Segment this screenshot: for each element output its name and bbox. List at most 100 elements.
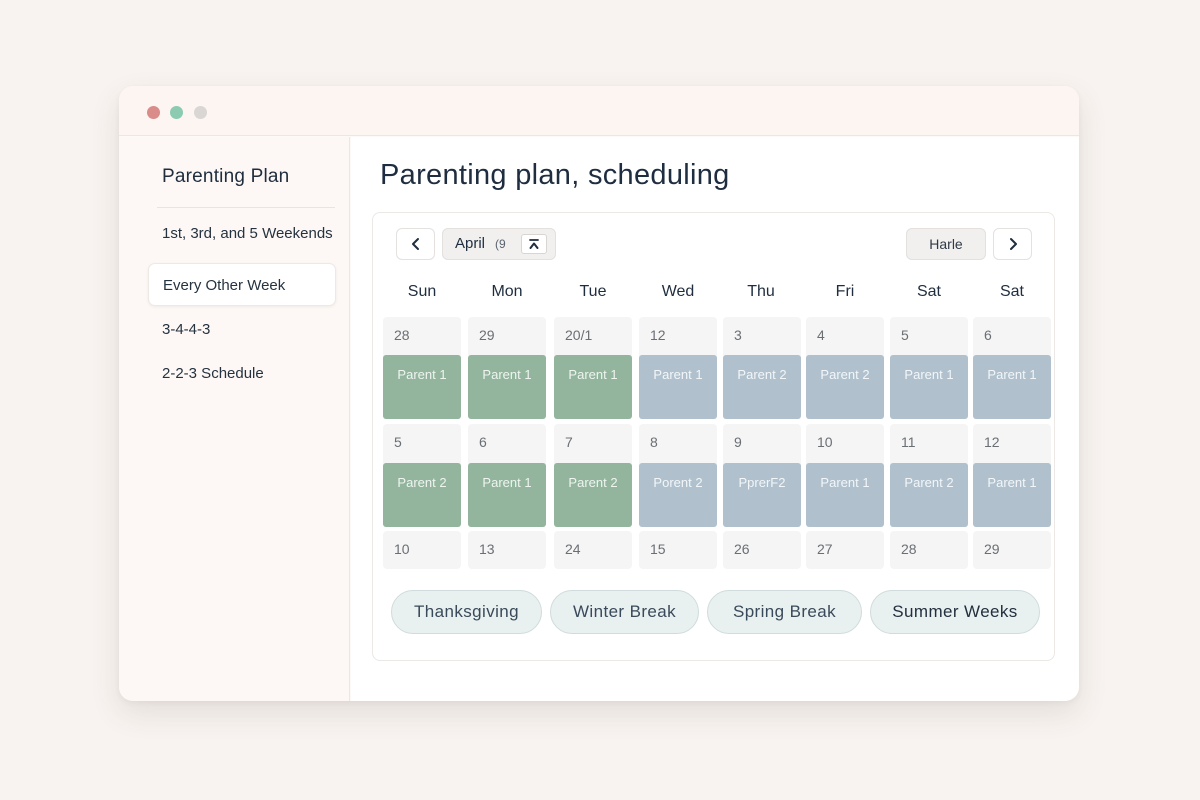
holiday-chip-thanksgiving[interactable]: Thanksgiving: [391, 590, 542, 634]
weekday-header: Mon: [491, 283, 523, 300]
sidebar: Parenting Plan 1st, 3rd, and 5 Weekends …: [119, 137, 350, 701]
day-cell[interactable]: 3 Parent 2: [723, 317, 801, 419]
day-number: 13: [479, 541, 495, 557]
prev-month-button[interactable]: [396, 228, 435, 260]
day-number: 28: [394, 327, 410, 343]
weekday-header: Tue: [579, 283, 607, 300]
today-button[interactable]: Harle: [906, 228, 986, 260]
day-cell[interactable]: 6 Parent 1: [973, 317, 1051, 419]
day-number: 29: [479, 327, 495, 343]
day-number: 29: [984, 541, 1000, 557]
custody-assignment[interactable]: Parent 1: [468, 355, 546, 419]
day-number: 7: [565, 434, 573, 450]
calendar-card: April (9 Harle Sun Mon Tue Wed Thu Fri S…: [372, 212, 1055, 661]
weekday-header: Wed: [661, 283, 695, 300]
day-number: 4: [817, 327, 825, 343]
chevron-up-double-icon: [529, 239, 539, 249]
day-cell[interactable]: 6 Parent 1: [468, 424, 546, 527]
sidebar-item-alternate-weekends[interactable]: 1st, 3rd, and 5 Weekends: [162, 225, 333, 242]
day-cell[interactable]: 12 Parent 1: [639, 317, 717, 419]
window-maximize-button[interactable]: [170, 106, 183, 119]
custody-assignment[interactable]: Parent 2: [383, 463, 461, 527]
app-window: Parenting Plan 1st, 3rd, and 5 Weekends …: [119, 86, 1079, 701]
day-cell[interactable]: 26: [723, 531, 801, 569]
day-cell[interactable]: 20/1 Parent 1: [554, 317, 632, 419]
window-minimize-button[interactable]: [194, 106, 207, 119]
day-cell[interactable]: 9 PprerF2: [723, 424, 801, 527]
day-cell[interactable]: 12 Parent 1: [973, 424, 1051, 527]
day-cell[interactable]: 5 Parent 2: [383, 424, 461, 527]
day-cell[interactable]: 5 Parent 1: [890, 317, 968, 419]
day-number: 6: [984, 327, 992, 343]
custody-assignment[interactable]: Parent 1: [468, 463, 546, 527]
day-number: 24: [565, 541, 581, 557]
weekday-header: Fri: [835, 283, 855, 300]
day-cell[interactable]: 28 Parent 1: [383, 317, 461, 419]
custody-assignment[interactable]: Parent 1: [973, 463, 1051, 527]
custody-assignment[interactable]: Parent 2: [806, 355, 884, 419]
day-number: 20/1: [565, 327, 593, 343]
month-toggle-button[interactable]: [521, 234, 547, 254]
day-cell[interactable]: 4 Parent 2: [806, 317, 884, 419]
day-number: 8: [650, 434, 658, 450]
day-cell[interactable]: 11 Parent 2: [890, 424, 968, 527]
day-cell[interactable]: 10 Parent 1: [806, 424, 884, 527]
day-cell[interactable]: 29: [973, 531, 1051, 569]
custody-assignment[interactable]: Parent 1: [383, 355, 461, 419]
custody-assignment[interactable]: Parent 1: [890, 355, 968, 419]
sidebar-item-every-other-week[interactable]: Every Other Week: [148, 263, 336, 306]
day-cell[interactable]: 28: [890, 531, 968, 569]
month-label: April: [455, 235, 486, 252]
chevron-left-icon: [411, 238, 419, 250]
title-bar: [119, 86, 1079, 136]
day-cell[interactable]: 29 Parent 1: [468, 317, 546, 419]
custody-assignment[interactable]: Parent 2: [723, 355, 801, 419]
day-cell[interactable]: 15: [639, 531, 717, 569]
day-cell[interactable]: 7 Parent 2: [554, 424, 632, 527]
day-number: 11: [901, 434, 916, 450]
holiday-chip-winter-break[interactable]: Winter Break: [550, 590, 699, 634]
weekday-header: Sat: [916, 283, 941, 300]
custody-assignment[interactable]: Parent 1: [806, 463, 884, 527]
day-number: 28: [901, 541, 917, 557]
holiday-chip-summer-weeks[interactable]: Summer Weeks: [870, 590, 1040, 634]
window-close-button[interactable]: [147, 106, 160, 119]
holiday-chip-spring-break[interactable]: Spring Break: [707, 590, 862, 634]
day-number: 10: [817, 434, 833, 450]
custody-assignment[interactable]: PprerF2: [723, 463, 801, 527]
day-cell[interactable]: 27: [806, 531, 884, 569]
custody-assignment[interactable]: Parent 1: [554, 355, 632, 419]
custody-assignment[interactable]: Parent 1: [973, 355, 1051, 419]
day-number: 27: [817, 541, 833, 557]
day-number: 10: [394, 541, 410, 557]
next-month-button[interactable]: [993, 228, 1032, 260]
day-cell[interactable]: 8 Porent 2: [639, 424, 717, 527]
custody-assignment[interactable]: Porent 2: [639, 463, 717, 527]
day-number: 26: [734, 541, 750, 557]
day-number: 3: [734, 327, 742, 343]
weekday-header: Sat: [999, 283, 1024, 300]
day-cell[interactable]: 10: [383, 531, 461, 569]
main-content: Parenting plan, scheduling April (9 Harl…: [351, 137, 1079, 701]
day-number: 12: [650, 327, 666, 343]
custody-assignment[interactable]: Parent 2: [554, 463, 632, 527]
weekday-header: Thu: [747, 283, 775, 300]
day-number: 12: [984, 434, 1000, 450]
day-number: 15: [650, 541, 666, 557]
day-number: 5: [901, 327, 909, 343]
day-cell[interactable]: 24: [554, 531, 632, 569]
day-number: 6: [479, 434, 487, 450]
custody-assignment[interactable]: Parent 2: [890, 463, 968, 527]
chevron-right-icon: [1009, 238, 1017, 250]
day-number: 5: [394, 434, 402, 450]
sidebar-title: Parenting Plan: [162, 166, 290, 187]
sidebar-divider: [157, 207, 335, 208]
month-selector[interactable]: April (9: [442, 228, 556, 260]
day-number: 9: [734, 434, 742, 450]
sidebar-item-3-4-4-3[interactable]: 3-4-4-3: [162, 321, 211, 338]
year-label: (9: [495, 237, 506, 251]
weekday-header: Sun: [407, 283, 437, 300]
custody-assignment[interactable]: Parent 1: [639, 355, 717, 419]
day-cell[interactable]: 13: [468, 531, 546, 569]
sidebar-item-2-2-3[interactable]: 2-2-3 Schedule: [162, 365, 264, 382]
